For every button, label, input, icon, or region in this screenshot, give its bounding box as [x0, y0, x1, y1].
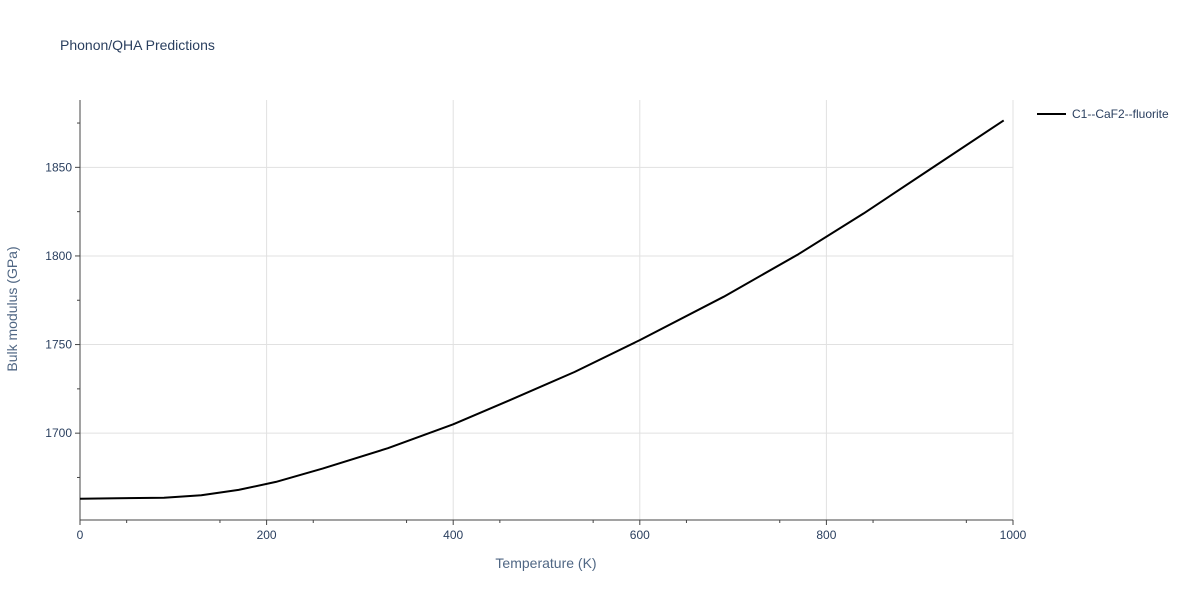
- axes: [79, 100, 1013, 521]
- x-tick-label: 200: [257, 528, 277, 542]
- x-tick-label: 800: [816, 528, 836, 542]
- x-axis-title: Temperature (K): [495, 555, 596, 571]
- legend-label: C1--CaF2--fluorite: [1072, 107, 1169, 121]
- grid: [80, 100, 1014, 520]
- y-axis-ticks: 1700 1750 1800 1850: [45, 122, 80, 478]
- y-tick-label: 1800: [45, 249, 72, 263]
- x-tick-label: 400: [443, 528, 463, 542]
- chart-title: Phonon/QHA Predictions: [60, 37, 215, 53]
- legend[interactable]: C1--CaF2--fluorite: [1037, 107, 1169, 121]
- y-axis-title: Bulk modulus (GPa): [4, 246, 20, 371]
- series-line[interactable]: [79, 119, 1005, 500]
- y-tick-label: 1700: [45, 426, 72, 440]
- x-tick-label: 1000: [1000, 528, 1027, 542]
- series-layer: [79, 119, 1005, 500]
- y-tick-label: 1750: [45, 338, 72, 352]
- x-axis-ticks: 0 200 400 600 800 1000: [77, 520, 1027, 542]
- y-tick-label: 1850: [45, 160, 72, 174]
- x-tick-label: 600: [630, 528, 650, 542]
- x-tick-label: 0: [77, 528, 84, 542]
